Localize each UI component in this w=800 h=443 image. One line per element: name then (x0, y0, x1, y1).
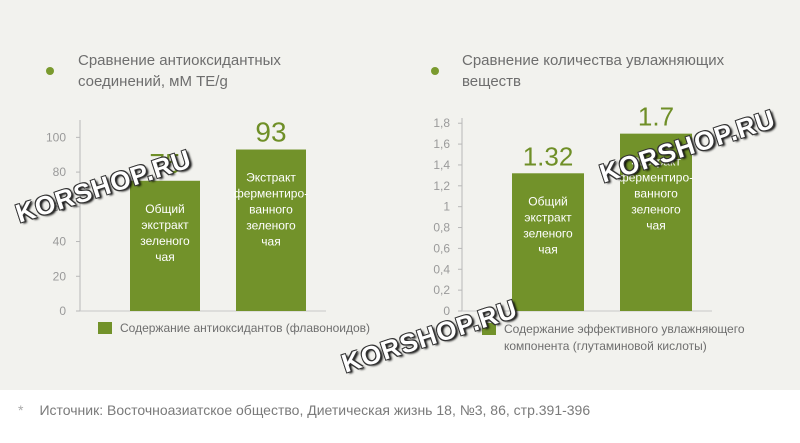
bar-category-label: чая (261, 235, 280, 249)
y-tick-label: 0,6 (433, 241, 450, 255)
left-chart-heading: Сравнение антиоксидантных соединений, мМ… (78, 52, 281, 90)
bar-category-label: Экстракт (631, 155, 681, 169)
y-tick-label: 20 (53, 269, 67, 283)
bar-value-label: 1.32 (523, 141, 574, 171)
y-tick-label: 60 (53, 200, 67, 214)
bar-category-label: Общий (528, 194, 568, 208)
y-tick-label: 1,8 (433, 116, 450, 130)
source-marker: * (18, 402, 24, 418)
bar-charts: 0 20 40 60 80 100 75 Общий экстракт зеленого чая 93… (46, 102, 745, 353)
bar-category-label: ванного (249, 203, 293, 217)
bullet-dot (431, 67, 439, 75)
bar-category-label: чая (538, 242, 557, 256)
bar-category-label: ванного (634, 187, 678, 201)
bar-category-label: зеленого (140, 234, 190, 248)
legend-label: компонента (глутаминовой кислоты) (504, 339, 707, 353)
legend-swatch (482, 323, 496, 335)
y-tick-label: 0,2 (433, 283, 450, 297)
bar-category-label: зеленого (246, 219, 296, 233)
legend-label: Содержание антиоксидантов (флавоноидов) (120, 321, 370, 335)
bar-category-label: ферментиро- (234, 187, 308, 201)
bar (130, 180, 200, 311)
bar-category-label: зеленого (523, 226, 573, 240)
legend-label: Содержание эффективного увлажняющего (504, 322, 745, 336)
bar (620, 133, 692, 311)
y-tick-label: 1,4 (433, 158, 450, 172)
bar-category-label: экстракт (141, 218, 189, 232)
bar-category-label: ферментиро- (619, 171, 693, 185)
y-tick-label: 100 (46, 130, 66, 144)
bar-category-label: Экстракт (246, 171, 296, 185)
bar (236, 149, 306, 311)
bar (512, 173, 584, 311)
legend-swatch (98, 322, 112, 334)
bar-value-label: 1.7 (638, 102, 674, 132)
y-tick-label: 0 (59, 304, 66, 318)
bar-category-label: экстракт (524, 210, 572, 224)
bar-category-label: Общий (145, 202, 185, 216)
source-text: Источник: Восточноазиатское общество, Ди… (39, 402, 591, 418)
y-tick-label: 0 (443, 304, 450, 318)
bar-category-label: чая (646, 219, 665, 233)
right-chart-heading: Сравнение количества увлажняющих веществ (462, 52, 725, 90)
source-note: * Источник: Восточноазиатское общество, Д… (18, 402, 590, 418)
bar-category-label: зеленого (631, 203, 681, 217)
bar-value-label: 75 (149, 148, 180, 179)
y-tick-label: 1 (443, 200, 450, 214)
bar-category-label: чая (155, 250, 174, 264)
bullet-dot (46, 67, 54, 75)
y-tick-label: 1,6 (433, 137, 450, 151)
y-tick-label: 80 (53, 165, 67, 179)
y-tick-label: 1,2 (433, 179, 450, 193)
bar-value-label: 93 (255, 117, 286, 148)
y-tick-label: 0,8 (433, 221, 450, 235)
y-tick-label: 40 (53, 235, 67, 249)
y-tick-label: 0,4 (433, 262, 450, 276)
